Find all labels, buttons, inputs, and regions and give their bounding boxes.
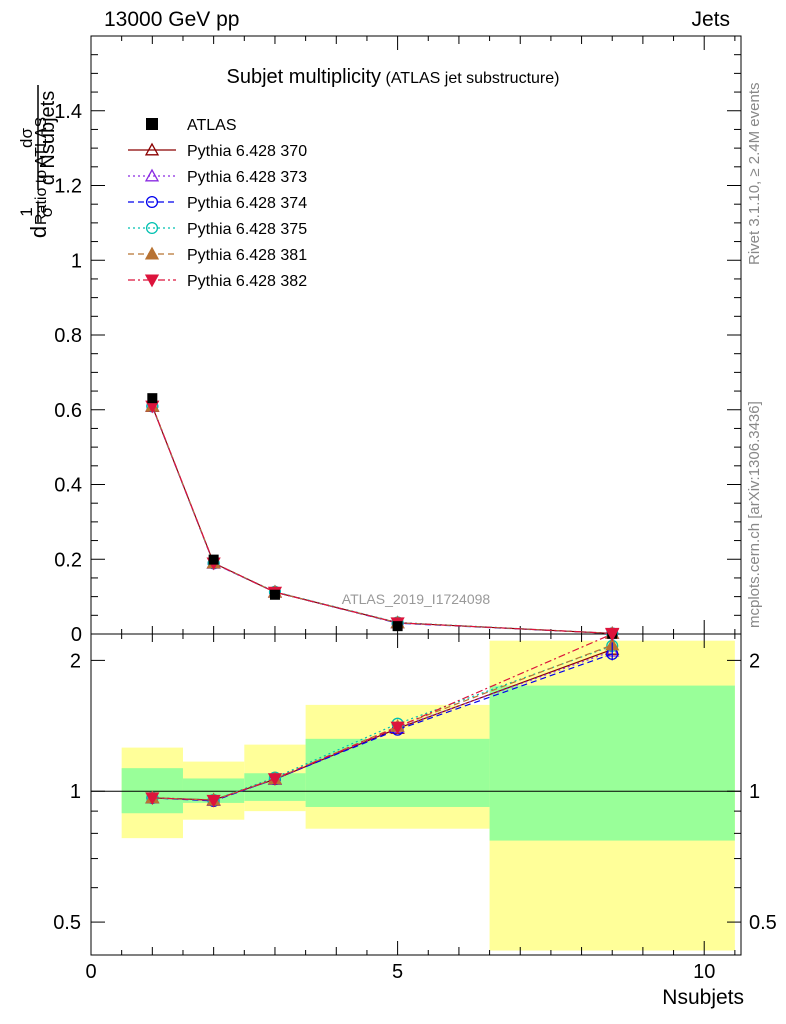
legend-label: Pythia 6.428 381: [187, 247, 307, 264]
y-tick-label-main: 0.2: [54, 549, 82, 571]
series-line-main: [151, 405, 613, 635]
ratio-plot-frame: [90, 633, 742, 956]
uncertainty-band-inner: [305, 738, 490, 807]
rivet-label: Rivet 3.1.10, ≥ 2.4M events: [746, 82, 763, 266]
chart-title: Subjet multiplicity: [226, 66, 382, 88]
y-label-frac1-den: σ: [37, 206, 56, 217]
legend-label: Pythia 6.428 370: [187, 143, 307, 160]
x-axis-label: Nsubjets: [662, 986, 744, 1009]
series-point-ratio: [145, 792, 160, 806]
legend-marker: [144, 274, 160, 288]
legend-label-data: ATLAS: [187, 117, 237, 134]
legend-label: Pythia 6.428 374: [187, 195, 307, 212]
collision-label: 13000 GeV pp: [104, 8, 240, 31]
y-axis-label-ratio: Ratio to ATLAS: [33, 116, 50, 225]
category-label: Jets: [691, 8, 730, 31]
y-tick-label-main: 0.8: [54, 325, 82, 347]
uncertainty-band-inner: [489, 685, 735, 841]
y-label-frac2-num: dσ: [17, 128, 36, 148]
series-point-ratio: [267, 773, 283, 786]
legend-marker: [145, 195, 159, 209]
y-label-frac2-den: d Nsubjets: [37, 91, 59, 186]
data-point-main: [269, 589, 280, 600]
y-tick-label-ratio-left: 0.5: [53, 912, 81, 934]
legend-marker: [144, 246, 160, 260]
legend-label: Pythia 6.428 382: [187, 273, 307, 290]
legend-marker: [145, 221, 159, 235]
y-tick-label-main: 1.4: [54, 101, 82, 123]
y-tick-label-main: 0: [71, 624, 82, 646]
data-point-main: [392, 621, 403, 632]
series-point-ratio: [206, 794, 221, 808]
y-tick-label-ratio-right: 2: [749, 650, 760, 672]
series-point-ratio: [605, 628, 620, 642]
y-tick-label-main: 0.4: [54, 475, 82, 497]
mcplots-label: mcplots.cern.ch [arXiv:1306.3436]: [746, 401, 763, 628]
legend-marker: [144, 168, 160, 182]
y-tick-label-ratio-left: 1: [70, 781, 81, 803]
chart-subtitle: (ATLAS jet substructure): [385, 70, 560, 87]
x-tick-label: 5: [392, 961, 403, 983]
y-tick-label-main: 0.6: [54, 400, 82, 422]
y-tick-label-ratio-right: 1: [749, 781, 760, 803]
chart-title-block: Subjet multiplicity (ATLAS jet substruct…: [0, 66, 786, 89]
legend-label: Pythia 6.428 373: [187, 169, 307, 186]
y-tick-label-main: 1.2: [54, 176, 82, 198]
legend-marker-data: [146, 118, 158, 130]
y-label-d: d: [26, 226, 51, 238]
data-point-main: [147, 393, 158, 404]
x-tick-label: 10: [693, 961, 715, 983]
legend-marker: [144, 142, 160, 156]
legend-label: Pythia 6.428 375: [187, 221, 307, 238]
data-point-main: [208, 554, 219, 565]
y-tick-label-ratio-left: 2: [70, 650, 81, 672]
analysis-watermark: ATLAS_2019_I1724098: [342, 591, 491, 607]
y-tick-label-main: 1: [71, 250, 82, 272]
series-point-ratio: [390, 721, 405, 735]
y-label-frac1-num: 1: [17, 207, 36, 216]
x-tick-label: 0: [85, 961, 96, 983]
y-axis-label-main: 1 σd dσ d Nsubjets: [17, 85, 59, 238]
y-tick-label-ratio-right: 0.5: [749, 912, 777, 934]
